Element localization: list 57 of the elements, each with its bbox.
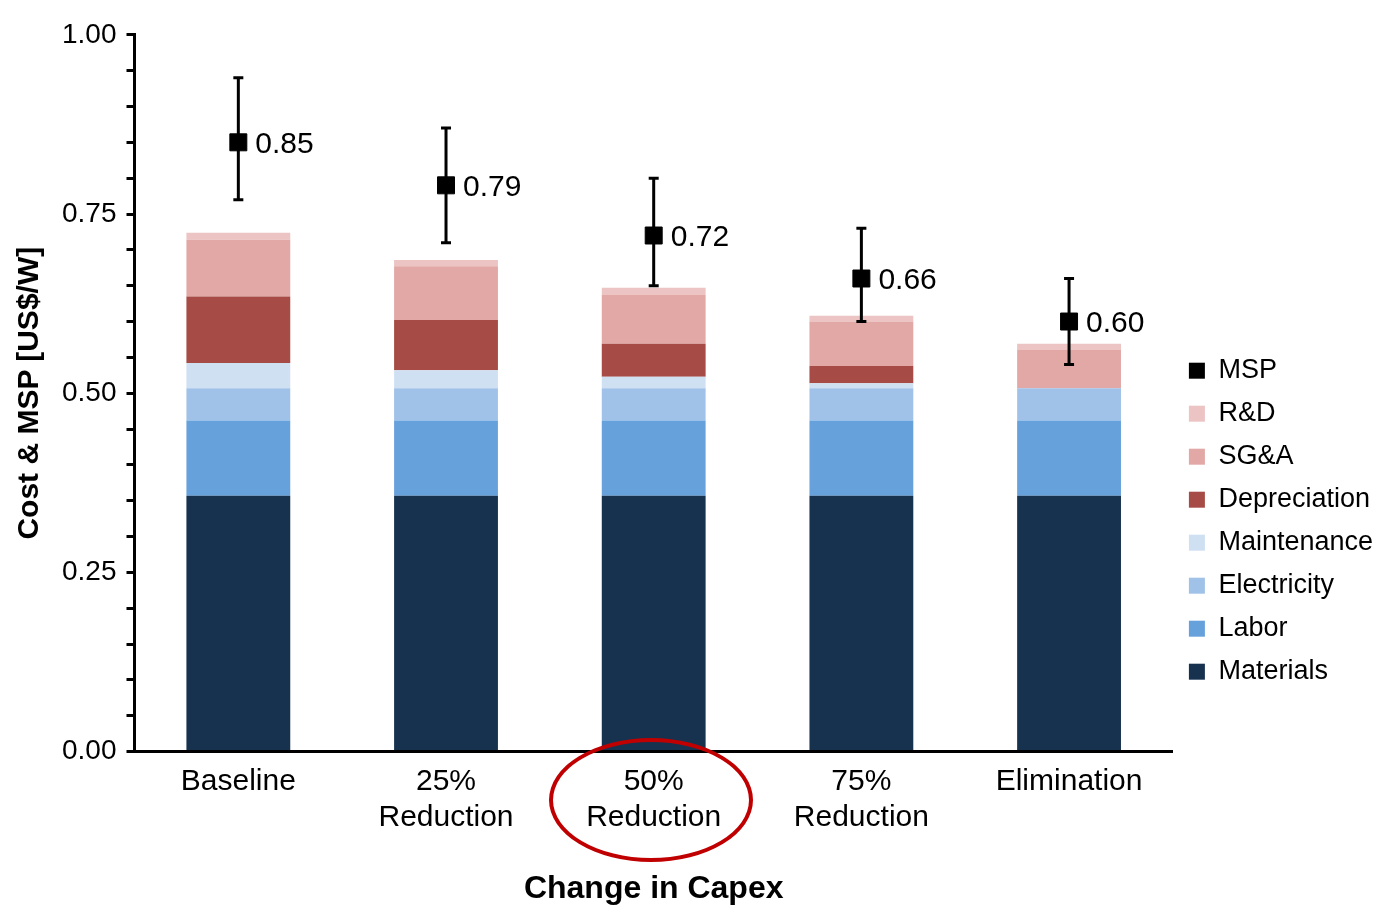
y-tick-label: 0.50	[62, 375, 117, 407]
bar	[601, 376, 706, 389]
legend-label: Maintenance	[1218, 526, 1374, 557]
bar	[601, 287, 706, 295]
bar	[186, 296, 291, 364]
bar	[809, 383, 914, 389]
legend-label: Materials	[1218, 655, 1328, 686]
x-tick-label: 75% Reduction	[793, 762, 929, 832]
x-tick-label: Baseline	[180, 762, 296, 796]
bar	[601, 388, 706, 421]
bar	[809, 365, 914, 384]
legend-label: SG&A	[1218, 440, 1294, 471]
x-tick-label: 50% Reduction	[586, 762, 722, 832]
bar	[1017, 420, 1121, 496]
bar	[186, 388, 291, 421]
x-axis-title: Change in Capex	[523, 868, 784, 905]
legend-label: R&D	[1218, 397, 1276, 428]
y-tick-label: 0.00	[62, 734, 117, 766]
y-tick-label: 1.00	[62, 17, 117, 49]
y-axis-title: Cost & MSP [US$/W]	[11, 246, 45, 540]
bar	[394, 320, 498, 371]
legend-label: Labor	[1218, 612, 1288, 643]
point	[852, 269, 871, 288]
bar	[809, 495, 914, 751]
legend-label: Depreciation	[1218, 483, 1370, 514]
legend-label: Electricity	[1218, 569, 1335, 600]
bar	[809, 420, 914, 496]
bar	[394, 266, 498, 321]
bar	[394, 259, 498, 267]
bar	[601, 343, 706, 377]
x-tick-label: 25% Reduction	[378, 762, 514, 832]
y-tick-label: 0.75	[62, 196, 117, 228]
y-tick-label: 0.25	[62, 555, 117, 587]
bar	[186, 363, 291, 389]
bar	[809, 315, 914, 322]
data-label: 0.85	[255, 125, 314, 159]
bar	[186, 239, 291, 297]
legend-label: MSP	[1218, 354, 1277, 385]
bar	[394, 388, 498, 421]
bar	[394, 495, 498, 751]
bar	[1017, 388, 1121, 421]
bar	[394, 420, 498, 496]
bar	[809, 388, 914, 421]
bar	[186, 495, 291, 751]
data-label: 0.66	[878, 261, 937, 295]
bar	[394, 370, 498, 389]
x-tick-label: Elimination	[995, 762, 1143, 796]
data-label: 0.79	[463, 168, 522, 202]
data-label: 0.72	[670, 218, 730, 252]
bar	[601, 295, 706, 344]
bar	[186, 420, 291, 496]
bar	[186, 232, 291, 240]
bar	[1017, 495, 1121, 751]
bar	[601, 420, 706, 496]
data-label: 0.60	[1086, 304, 1145, 338]
bar	[809, 321, 914, 366]
bar	[1017, 349, 1121, 389]
